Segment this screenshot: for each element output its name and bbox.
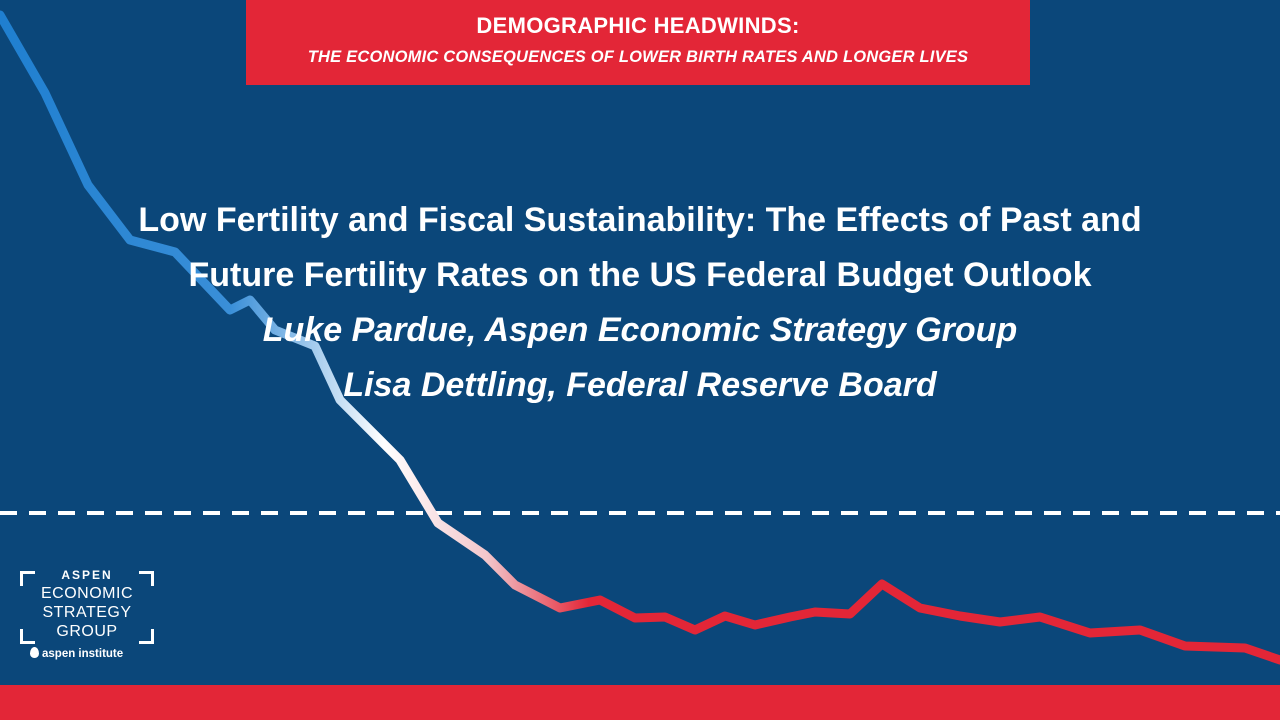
banner-subtitle: THE ECONOMIC CONSEQUENCES OF LOWER BIRTH… bbox=[307, 48, 969, 66]
event-banner: DEMOGRAPHIC HEADWINDS: THE ECONOMIC CONS… bbox=[246, 0, 1030, 85]
logo-corner-top-left bbox=[20, 571, 35, 586]
aspen-economic-strategy-group-logo: ASPEN ECONOMIC STRATEGY GROUP aspen inst… bbox=[20, 569, 154, 664]
logo-corner-bottom-left bbox=[20, 629, 35, 644]
paper-title-line-1: Low Fertility and Fiscal Sustainability:… bbox=[138, 201, 1142, 239]
leaf-icon bbox=[30, 647, 39, 658]
author-2: Lisa Dettling, Federal Reserve Board bbox=[343, 366, 937, 404]
bottom-accent-bar bbox=[0, 685, 1280, 720]
banner-title: DEMOGRAPHIC HEADWINDS: bbox=[476, 13, 800, 38]
logo-top-text: ASPEN bbox=[61, 568, 113, 582]
fertility-trend-line bbox=[0, 10, 1280, 665]
aspen-institute-wordmark: aspen institute bbox=[30, 647, 154, 661]
logo-line-2: STRATEGY bbox=[42, 604, 132, 621]
logo-line-3: GROUP bbox=[56, 623, 118, 640]
paper-title-line-2: Future Fertility Rates on the US Federal… bbox=[188, 256, 1092, 294]
session-title-block: Low Fertility and Fiscal Sustainability:… bbox=[40, 193, 1240, 413]
aspen-institute-label: aspen institute bbox=[42, 648, 124, 660]
logo-corner-bottom-right bbox=[139, 629, 154, 644]
author-1: Luke Pardue, Aspen Economic Strategy Gro… bbox=[262, 311, 1018, 349]
logo-line-1: ECONOMIC bbox=[41, 585, 133, 602]
logo-corner-top-right bbox=[139, 571, 154, 586]
